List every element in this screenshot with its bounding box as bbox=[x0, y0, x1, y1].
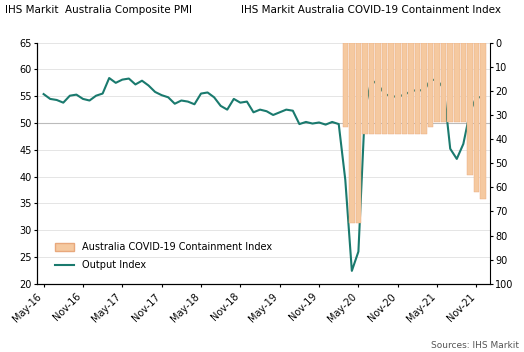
Bar bbox=[454, 43, 460, 122]
Bar bbox=[356, 43, 361, 224]
Bar bbox=[421, 43, 427, 134]
Bar bbox=[414, 43, 420, 134]
Bar bbox=[382, 43, 387, 134]
Bar bbox=[474, 43, 479, 192]
Bar bbox=[441, 43, 446, 122]
Bar bbox=[343, 43, 348, 127]
Bar bbox=[369, 43, 374, 134]
Bar bbox=[349, 43, 355, 224]
Legend: Australia COVID-19 Containment Index, Output Index: Australia COVID-19 Containment Index, Ou… bbox=[51, 239, 276, 274]
Bar bbox=[480, 43, 486, 199]
Bar bbox=[461, 43, 466, 122]
Text: IHS Markit Australia COVID-19 Containment Index: IHS Markit Australia COVID-19 Containmen… bbox=[241, 5, 501, 15]
Bar bbox=[401, 43, 407, 134]
Bar bbox=[362, 43, 368, 134]
Bar bbox=[408, 43, 413, 134]
Bar bbox=[388, 43, 394, 134]
Bar bbox=[375, 43, 381, 134]
Text: Sources: IHS Markit: Sources: IHS Markit bbox=[431, 341, 519, 350]
Bar bbox=[467, 43, 473, 175]
Bar bbox=[434, 43, 440, 122]
Bar bbox=[447, 43, 453, 122]
Text: IHS Markit  Australia Composite PMI: IHS Markit Australia Composite PMI bbox=[5, 5, 192, 15]
Bar bbox=[395, 43, 400, 134]
Bar bbox=[428, 43, 433, 127]
